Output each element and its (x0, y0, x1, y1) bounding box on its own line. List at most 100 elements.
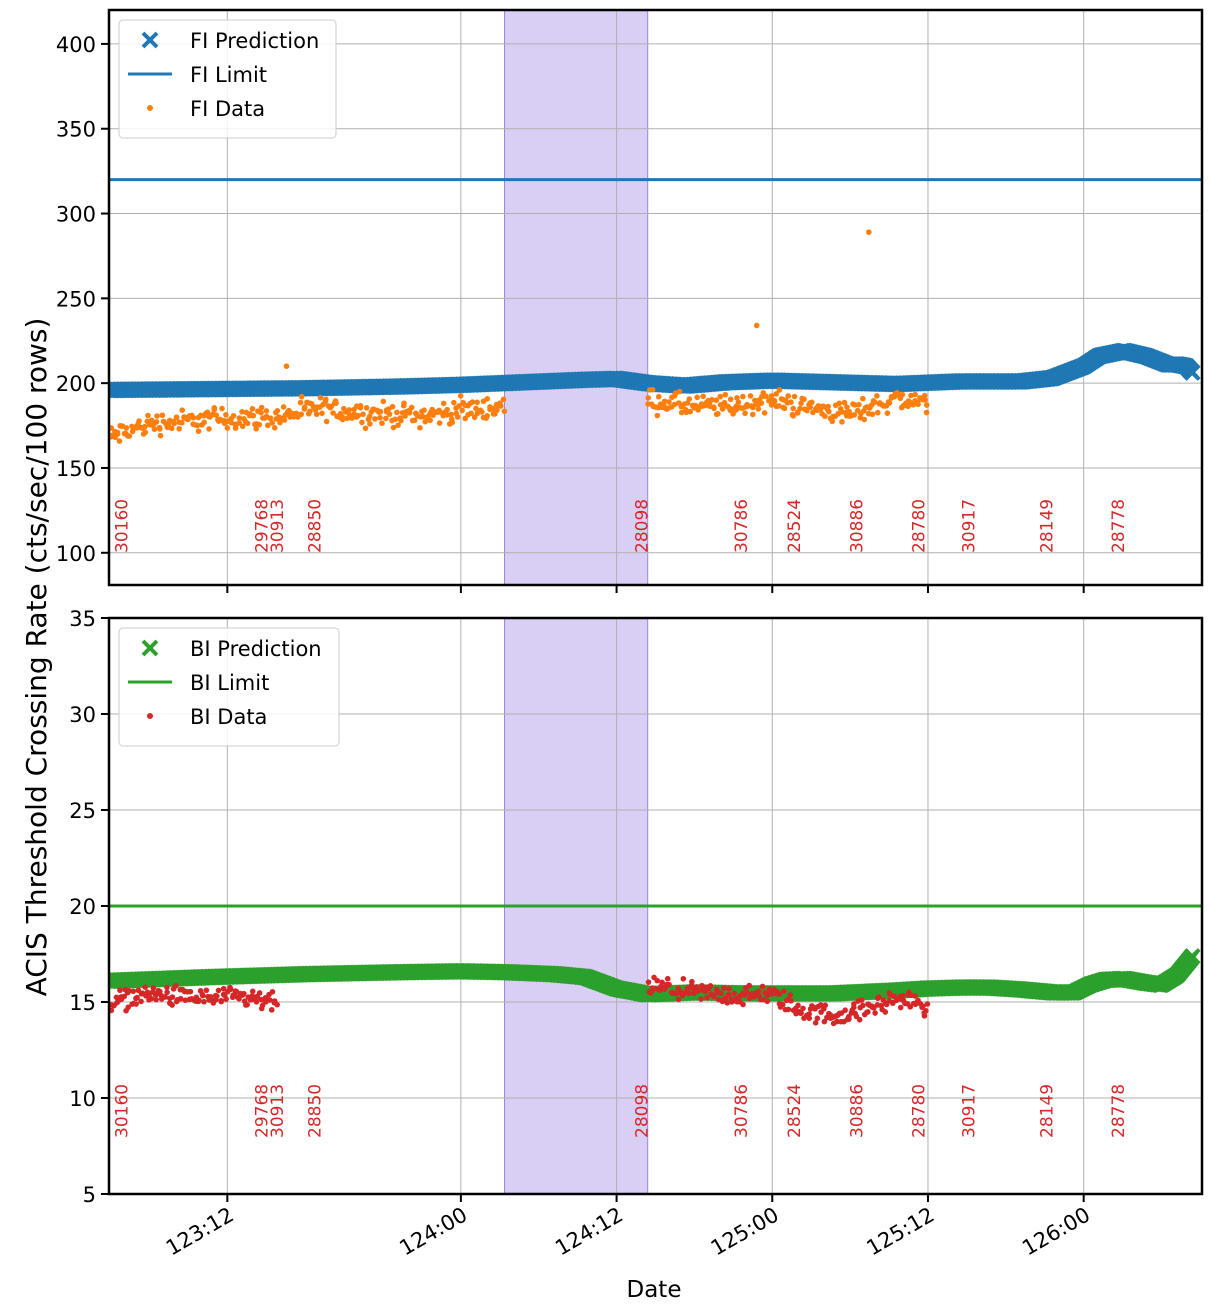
obsid-label: 30886 (847, 1084, 867, 1138)
data-point (176, 425, 182, 432)
data-point (645, 395, 652, 401)
legend-label: FI Data (190, 97, 265, 121)
legend-label: BI Data (190, 705, 267, 729)
data-point (422, 418, 429, 425)
data-point (747, 393, 754, 399)
data-point (785, 1006, 792, 1013)
data-point (735, 399, 742, 406)
data-point (142, 423, 148, 430)
data-point (357, 403, 364, 409)
data-point (725, 991, 732, 998)
data-point (761, 410, 768, 416)
data-point (239, 423, 246, 430)
data-point (360, 411, 366, 418)
obsid-label: 30786 (732, 499, 752, 553)
legend-label: FI Prediction (190, 29, 319, 53)
data-point (719, 406, 726, 412)
data-point (804, 407, 810, 414)
data-point (709, 396, 715, 403)
data-point (702, 988, 709, 995)
x-axis-title: Date (627, 1277, 682, 1303)
data-point (923, 409, 930, 416)
data-point (825, 403, 831, 410)
data-point (190, 414, 197, 421)
data-point (713, 397, 720, 404)
data-point (269, 989, 276, 995)
data-point (224, 425, 231, 431)
prediction-marker (1183, 948, 1201, 965)
obsid-label: 30913 (268, 1084, 288, 1138)
data-point (142, 984, 148, 991)
y-tick-label: 5 (83, 1183, 96, 1207)
data-point (924, 1001, 931, 1007)
data-point (269, 420, 275, 426)
data-point (377, 414, 383, 421)
data-point (758, 400, 765, 406)
data-point (249, 988, 256, 995)
data-point (844, 404, 850, 410)
data-point (727, 396, 734, 403)
data-point (219, 405, 225, 412)
data-point (822, 1002, 829, 1009)
y-tick-label: 400 (56, 33, 96, 57)
data-point (421, 407, 427, 413)
data-point (763, 393, 769, 399)
data-point (150, 985, 157, 991)
obsid-label: 28098 (632, 499, 652, 553)
data-point (159, 412, 166, 419)
x-tick-label: 125:12 (862, 1203, 938, 1261)
data-point (256, 421, 262, 428)
data-point (755, 406, 762, 412)
data-point (698, 996, 704, 1002)
data-point (398, 417, 404, 424)
data-point (766, 986, 773, 992)
data-point (707, 983, 714, 989)
data-point (806, 1011, 813, 1017)
data-point (142, 429, 149, 436)
data-point (417, 424, 423, 431)
data-point (744, 403, 751, 409)
data-point (236, 995, 242, 1002)
data-point (173, 414, 180, 420)
data-point (281, 417, 288, 423)
legend-prediction-icon (141, 639, 159, 657)
data-point (788, 399, 794, 406)
data-point (730, 411, 736, 417)
legend-prediction-icon (141, 31, 159, 49)
y-tick-label: 20 (69, 895, 96, 919)
data-point (394, 409, 400, 416)
data-point (666, 399, 672, 405)
data-point (771, 398, 778, 405)
data-point (346, 407, 353, 413)
data-point (244, 1001, 250, 1008)
legend-label: BI Prediction (190, 637, 322, 661)
data-point (359, 419, 365, 426)
data-point (852, 402, 858, 408)
data-point (498, 403, 504, 409)
data-point (773, 391, 780, 397)
obsid-label: 30786 (732, 1084, 752, 1138)
data-point (923, 1007, 929, 1014)
y-tick-label: 10 (69, 1087, 96, 1111)
data-point (187, 988, 194, 995)
data-point (121, 993, 128, 1000)
data-point (788, 997, 794, 1004)
data-point (241, 990, 247, 997)
y-axis-title: ACIS Threshold Crossing Rate (cts/sec/10… (20, 318, 53, 997)
data-point (785, 393, 792, 399)
data-point (203, 987, 210, 994)
obsid-label: 28098 (632, 1084, 652, 1138)
data-point (253, 426, 259, 432)
data-point (138, 998, 144, 1005)
data-point (298, 393, 305, 400)
data-point (206, 426, 212, 432)
data-point (317, 394, 324, 401)
data-point (494, 407, 500, 413)
obsid-label: 28780 (910, 1084, 930, 1138)
data-point (379, 420, 385, 427)
data-point (871, 399, 878, 406)
obsid-label: 30917 (959, 1084, 979, 1138)
data-point (500, 396, 507, 403)
data-point (790, 413, 796, 419)
